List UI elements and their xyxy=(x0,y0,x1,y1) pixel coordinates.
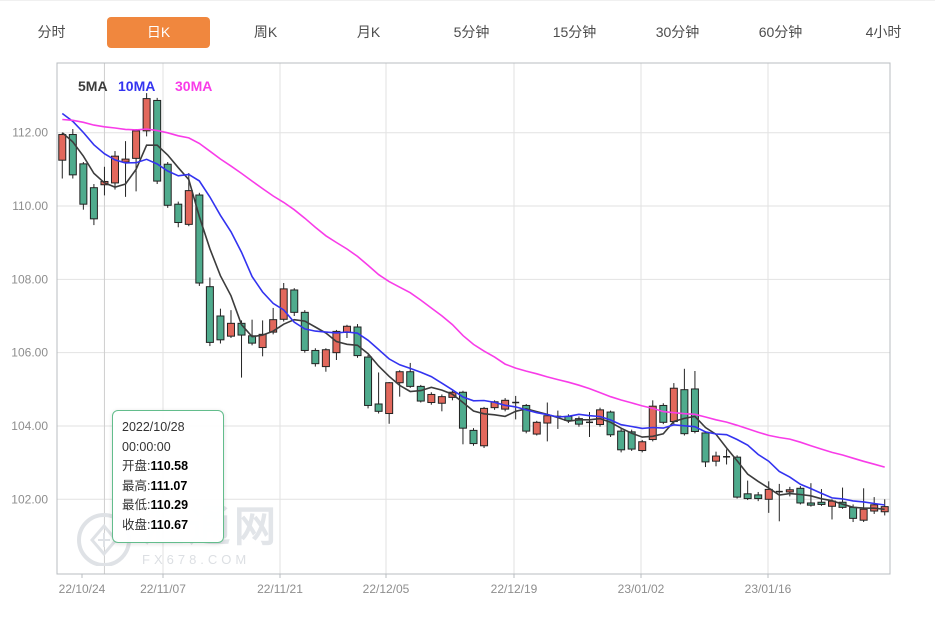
tooltip-high-row: 最高:111.07 xyxy=(122,478,188,493)
candle[interactable] xyxy=(680,389,689,435)
ma-10-legend: 10MA xyxy=(118,78,155,94)
tab-15min[interactable]: 15分钟 xyxy=(552,23,597,40)
candle[interactable] xyxy=(279,288,288,320)
candle[interactable] xyxy=(184,190,193,225)
candle[interactable] xyxy=(68,134,77,176)
candle[interactable] xyxy=(132,130,141,159)
candle[interactable] xyxy=(258,333,267,349)
tooltip-open-row: 开盘:110.58 xyxy=(122,459,189,473)
ohlc-tooltip: 2022/10/28 00:00:00 开盘:110.58 最高:111.07 … xyxy=(112,410,224,543)
y-axis-label: 104.00 xyxy=(11,419,48,433)
candle[interactable] xyxy=(648,405,657,441)
y-axis-label: 102.00 xyxy=(11,492,48,506)
candle[interactable] xyxy=(458,391,467,429)
candle[interactable] xyxy=(153,99,162,182)
candle[interactable] xyxy=(785,489,794,493)
y-axis-label: 112.00 xyxy=(12,126,48,140)
candle[interactable] xyxy=(743,493,752,500)
candle[interactable] xyxy=(195,194,204,284)
candle[interactable] xyxy=(142,98,151,132)
candle[interactable] xyxy=(437,396,446,404)
candle[interactable] xyxy=(163,163,172,206)
candle[interactable] xyxy=(690,388,699,432)
candle[interactable] xyxy=(638,441,647,452)
x-axis-label: 22/10/24 xyxy=(59,582,106,596)
plot-border xyxy=(56,62,891,575)
candle[interactable] xyxy=(796,487,805,504)
candle[interactable] xyxy=(89,187,98,220)
candle[interactable] xyxy=(543,415,552,424)
x-axis-label: 23/01/02 xyxy=(618,582,665,596)
candle[interactable] xyxy=(522,404,531,432)
y-axis-label: 110.00 xyxy=(12,199,48,213)
candle[interactable] xyxy=(806,502,815,506)
x-axis-label: 22/12/19 xyxy=(491,582,538,596)
candle[interactable] xyxy=(385,382,394,415)
candle[interactable] xyxy=(300,311,309,351)
candle[interactable] xyxy=(216,315,225,341)
candle[interactable] xyxy=(205,286,214,343)
candle[interactable] xyxy=(754,494,763,500)
candle[interactable] xyxy=(764,488,773,500)
candle[interactable] xyxy=(364,356,373,406)
candle[interactable] xyxy=(712,455,721,462)
candle[interactable] xyxy=(226,322,235,337)
candle[interactable] xyxy=(859,508,868,521)
ma-30-line xyxy=(62,118,885,468)
candle[interactable] xyxy=(110,155,119,184)
candle[interactable] xyxy=(321,349,330,368)
tab-5min[interactable]: 5分钟 xyxy=(453,23,490,40)
candle[interactable] xyxy=(617,430,626,451)
candle[interactable] xyxy=(79,163,88,205)
candle[interactable] xyxy=(733,456,742,498)
x-axis-label: 22/12/05 xyxy=(363,582,410,596)
candle[interactable] xyxy=(659,404,668,423)
candle[interactable] xyxy=(427,393,436,404)
tab-weekly-k[interactable]: 周K xyxy=(253,23,278,40)
candle[interactable] xyxy=(311,349,320,365)
candle[interactable] xyxy=(174,203,183,224)
candle[interactable] xyxy=(480,407,489,447)
tab-bar: 分时 日K 周K 月K 5分钟 15分钟 30分钟 60分钟 4小时 xyxy=(0,1,935,63)
tooltip-time: 00:00:00 xyxy=(122,439,171,454)
candle[interactable] xyxy=(701,432,710,463)
candle[interactable] xyxy=(406,371,415,387)
tooltip-low-row: 最低:110.29 xyxy=(122,498,189,512)
tooltip-close-row: 收盘:110.67 xyxy=(122,517,189,532)
candle[interactable] xyxy=(849,506,858,519)
candle[interactable] xyxy=(627,431,636,450)
candle[interactable] xyxy=(58,134,67,161)
tab-60min[interactable]: 60分钟 xyxy=(758,23,803,40)
candle[interactable] xyxy=(574,418,583,425)
candle[interactable] xyxy=(669,387,678,423)
candle[interactable] xyxy=(290,289,299,313)
x-axis-label: 22/11/07 xyxy=(140,582,186,596)
y-axis-label: 106.00 xyxy=(11,346,48,360)
tab-30min[interactable]: 30分钟 xyxy=(655,23,700,40)
candle[interactable] xyxy=(532,421,541,435)
candle[interactable] xyxy=(469,429,478,445)
ma-30-legend: 30MA xyxy=(175,78,212,94)
x-axis-label: 22/11/21 xyxy=(257,582,303,596)
candle[interactable] xyxy=(269,319,278,333)
y-axis-label: 108.00 xyxy=(11,272,48,286)
candle[interactable] xyxy=(353,326,362,357)
tab-daily-k[interactable]: 日K xyxy=(107,16,210,48)
tab-4hour[interactable]: 4小时 xyxy=(865,23,902,40)
ma-10-line xyxy=(61,112,885,506)
candle[interactable] xyxy=(395,371,404,384)
candle[interactable] xyxy=(416,385,425,402)
tab-time-share[interactable]: 分时 xyxy=(37,23,66,40)
candle[interactable] xyxy=(817,501,826,505)
tooltip-date: 2022/10/28 xyxy=(122,420,185,434)
ma-5-legend: 5MA xyxy=(78,78,108,94)
tab-monthly-k[interactable]: 月K xyxy=(356,23,381,40)
ma-5-line xyxy=(61,132,885,511)
x-axis-label: 23/01/16 xyxy=(745,582,792,596)
candle[interactable] xyxy=(374,403,383,412)
candle[interactable] xyxy=(121,158,130,163)
